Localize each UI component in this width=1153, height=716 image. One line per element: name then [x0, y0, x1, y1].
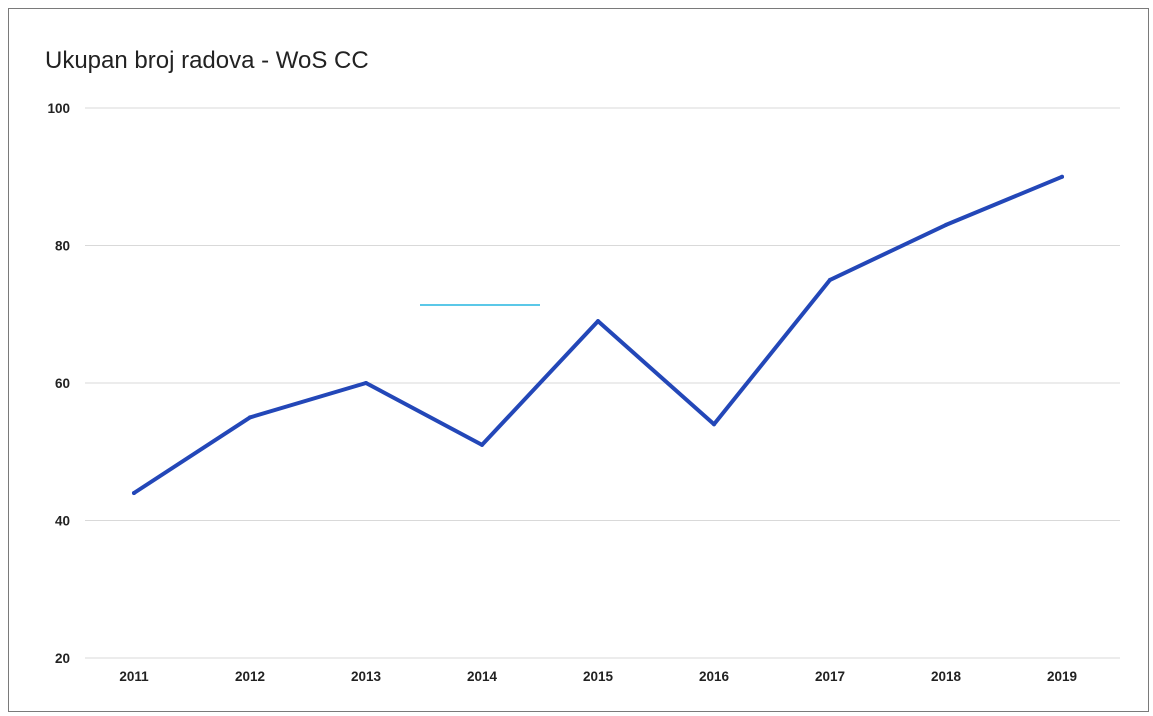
chart-title: Ukupan broj radova - WoS CC — [45, 47, 369, 74]
data-point — [712, 422, 716, 427]
data-points — [132, 174, 1064, 495]
data-point — [248, 415, 252, 420]
y-tick-label: 20 — [55, 651, 70, 666]
data-point — [944, 222, 948, 227]
x-tick-label: 2014 — [467, 669, 498, 684]
data-point — [828, 277, 832, 282]
chart-frame — [8, 8, 1149, 712]
data-point — [132, 491, 136, 495]
x-tick-label: 2012 — [235, 669, 265, 684]
x-tick-label: 2013 — [351, 669, 382, 684]
grid-lines — [85, 107, 1120, 659]
x-tick-label: 2011 — [119, 669, 149, 684]
x-tick-label: 2017 — [815, 669, 845, 684]
y-tick-label: 40 — [55, 514, 70, 529]
data-point — [480, 442, 484, 447]
series-line — [132, 174, 1064, 495]
x-tick-label: 2016 — [699, 669, 730, 684]
data-point — [1060, 174, 1064, 179]
x-tick-label: 2015 — [583, 669, 614, 684]
data-point — [596, 319, 600, 324]
x-tick-label: 2019 — [1047, 669, 1077, 684]
y-tick-label: 80 — [55, 239, 70, 254]
data-point — [364, 381, 368, 385]
y-tick-label: 60 — [55, 376, 70, 391]
y-tick-label: 100 — [47, 101, 70, 116]
x-axis-tick-labels: 2011 2012 2013 2014 2015 2016 2017 2018 2019 — [119, 669, 1077, 684]
x-tick-label: 2018 — [931, 669, 962, 684]
y-axis-tick-labels: 20 40 60 80 100 — [47, 101, 70, 666]
